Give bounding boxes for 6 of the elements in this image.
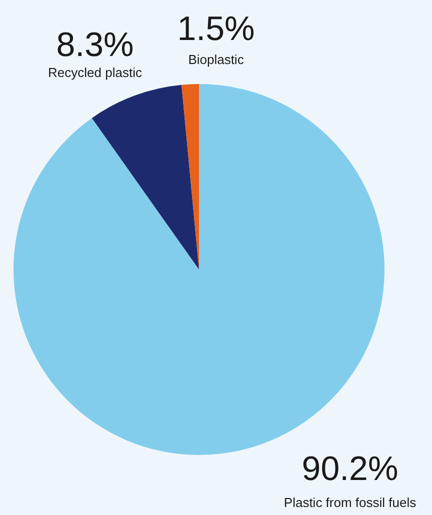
data-label: 90.2% [302,450,398,488]
slice-label: Bioplastic [188,52,244,67]
slice-label: Recycled plastic [48,65,142,80]
data-label: 8.3% [56,26,134,64]
data-label: 1.5% [177,10,255,48]
slice-label: Plastic from fossil fuels [284,495,417,510]
